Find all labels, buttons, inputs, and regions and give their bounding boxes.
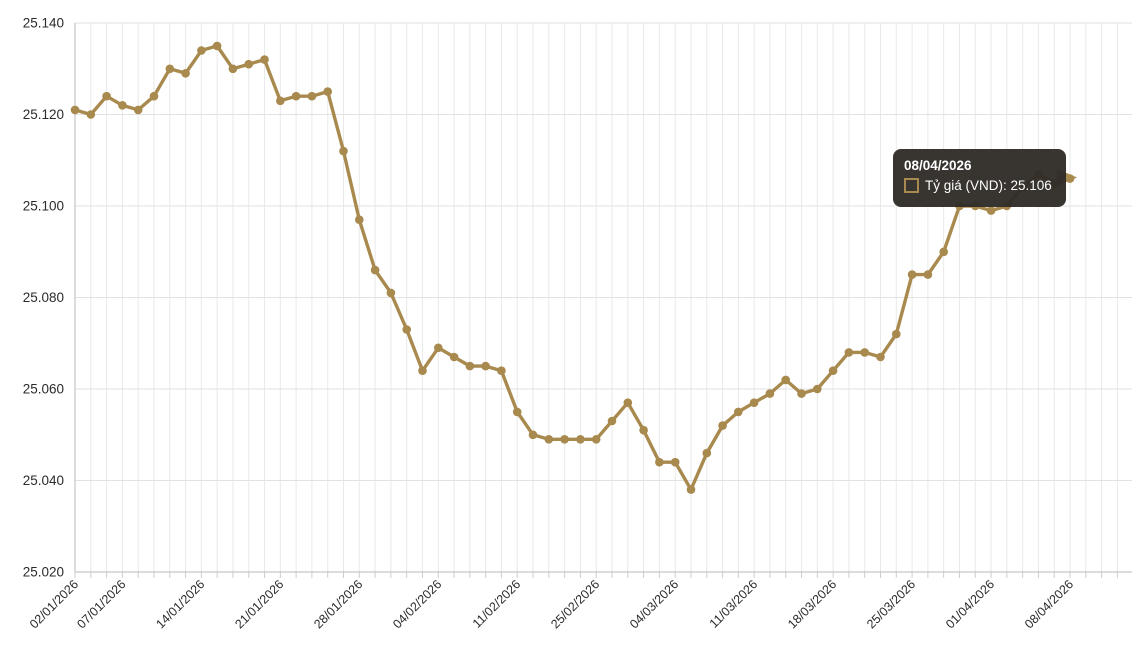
data-point[interactable] <box>828 366 838 376</box>
data-point[interactable] <box>718 421 727 430</box>
data-point[interactable] <box>276 96 285 106</box>
data-point[interactable] <box>323 87 333 96</box>
data-point[interactable] <box>291 91 301 101</box>
data-point[interactable] <box>813 384 822 394</box>
y-axis-label: 25.040 <box>23 473 64 488</box>
data-point[interactable] <box>670 457 680 467</box>
data-point[interactable] <box>418 366 427 376</box>
y-axis-label: 25.140 <box>23 16 64 31</box>
data-point[interactable] <box>244 59 253 69</box>
y-axis-label: 25.020 <box>23 565 64 580</box>
x-axis-label: 21/01/2026 <box>232 577 286 631</box>
x-axis-label: 02/01/2026 <box>27 577 81 631</box>
data-point[interactable] <box>165 64 175 74</box>
data-point[interactable] <box>607 416 617 426</box>
data-point[interactable] <box>986 206 996 215</box>
data-point[interactable] <box>260 55 269 64</box>
chart-tooltip: 08/04/2026 Tỷ giá (VND): 25.106 <box>893 149 1066 207</box>
data-point[interactable] <box>639 425 648 435</box>
tooltip-value-text: Tỷ giá (VND): 25.106 <box>925 178 1052 193</box>
data-point[interactable] <box>86 110 96 119</box>
x-axis-label: 04/03/2026 <box>627 577 681 631</box>
series-line-group[interactable] <box>70 41 1075 494</box>
horizontal-gridlines <box>75 22 1132 573</box>
x-axis-label: 11/02/2026 <box>470 577 524 631</box>
x-axis-label: 14/01/2026 <box>153 577 207 631</box>
data-point[interactable] <box>118 101 127 110</box>
data-point[interactable] <box>686 485 696 494</box>
data-point[interactable] <box>892 329 901 339</box>
data-point[interactable] <box>907 270 917 279</box>
data-point[interactable] <box>528 430 538 440</box>
series-line <box>73 44 1072 492</box>
y-axis-label: 25.100 <box>23 199 64 214</box>
data-point[interactable] <box>70 105 80 115</box>
data-point[interactable] <box>449 352 459 362</box>
data-point[interactable] <box>702 448 712 458</box>
data-point[interactable] <box>576 435 585 444</box>
y-axis-labels: 25.140 25.120 25.100 25.080 25.060 25.040 25.0… <box>23 16 64 580</box>
data-point[interactable] <box>102 91 111 101</box>
data-point[interactable] <box>465 361 475 371</box>
data-point[interactable] <box>923 270 933 279</box>
series-swatch-icon <box>904 178 919 193</box>
data-point[interactable] <box>781 375 790 385</box>
y-axis-label: 25.120 <box>23 107 64 122</box>
y-axis-label: 25.080 <box>23 290 64 305</box>
data-point[interactable] <box>149 91 159 101</box>
x-axis-label: 07/01/2026 <box>74 577 128 631</box>
data-point[interactable] <box>339 146 348 156</box>
data-point[interactable] <box>307 91 317 101</box>
data-point[interactable] <box>939 247 948 257</box>
x-axis-label: 04/02/2026 <box>390 577 444 631</box>
data-point[interactable] <box>512 407 522 417</box>
x-axis-label: 18/03/2026 <box>785 577 839 631</box>
x-axis-label: 08/04/2026 <box>1022 577 1076 631</box>
data-point[interactable] <box>402 325 412 334</box>
data-point[interactable] <box>749 398 759 408</box>
data-point[interactable] <box>497 366 506 376</box>
data-point[interactable] <box>197 46 206 55</box>
data-point[interactable] <box>544 435 554 444</box>
data-point[interactable] <box>355 215 364 224</box>
data-point[interactable] <box>797 389 806 398</box>
tooltip-date: 08/04/2026 <box>904 158 972 173</box>
data-point[interactable] <box>370 265 380 275</box>
x-axis-label: 25/03/2026 <box>864 577 918 631</box>
data-point[interactable] <box>623 398 633 408</box>
x-axis-ticks <box>74 572 1118 578</box>
data-point[interactable] <box>181 69 190 78</box>
data-point[interactable] <box>560 435 569 444</box>
data-point[interactable] <box>591 435 601 444</box>
data-point[interactable] <box>228 64 238 74</box>
data-point[interactable] <box>212 41 222 51</box>
x-axis-label: 01/04/2026 <box>943 577 997 631</box>
data-point[interactable] <box>876 352 885 362</box>
x-axis-label: 25/02/2026 <box>548 577 602 631</box>
y-axis-label: 25.060 <box>23 382 64 397</box>
data-point[interactable] <box>844 348 854 357</box>
data-point[interactable] <box>765 389 775 398</box>
x-axis-label: 28/01/2026 <box>311 577 365 631</box>
data-point[interactable] <box>655 457 664 467</box>
data-point[interactable] <box>386 288 396 298</box>
data-point[interactable] <box>734 407 743 417</box>
data-point[interactable] <box>133 105 143 115</box>
x-axis-label: 11/03/2026 <box>707 577 761 631</box>
data-point[interactable] <box>434 343 443 353</box>
data-point[interactable] <box>860 348 869 357</box>
data-point[interactable] <box>481 361 490 371</box>
